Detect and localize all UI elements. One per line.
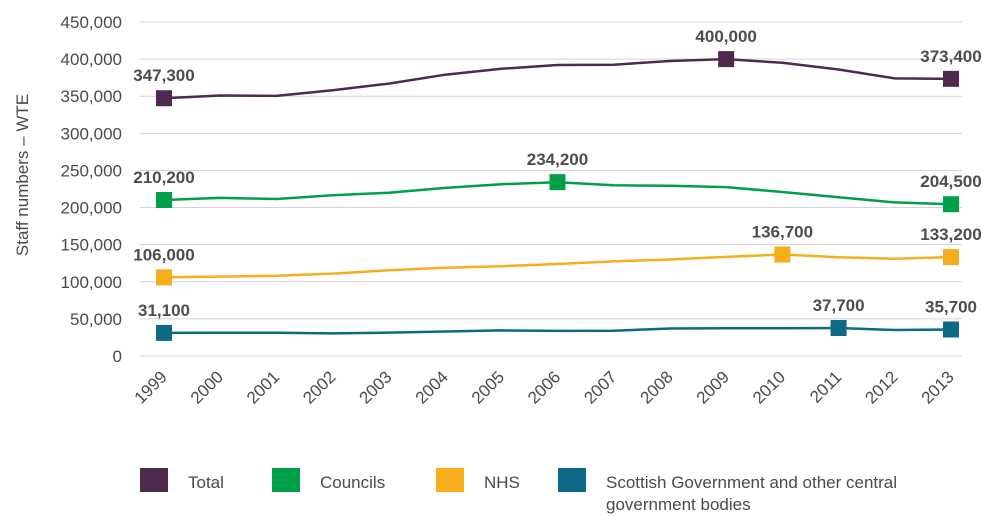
series-lines bbox=[163, 57, 952, 335]
data-label-scottish-government-2011: 37,700 bbox=[813, 296, 865, 315]
x-axis-ticks: 1999 2000 2001 2002 2003 2004 2005 2006 2007 2008… bbox=[131, 367, 958, 407]
y-tick-label-450000: 450,000 bbox=[61, 13, 122, 32]
x-tick-label-2000: 2000 bbox=[187, 367, 227, 407]
y-tick-label-350000: 350,000 bbox=[61, 87, 122, 106]
data-label-councils-2013: 204,500 bbox=[920, 172, 981, 191]
legend-label-nhs: NHS bbox=[484, 473, 520, 492]
x-tick-label-2002: 2002 bbox=[299, 367, 339, 407]
marker-nhs-2010 bbox=[774, 246, 791, 263]
y-tick-label-300000: 300,000 bbox=[61, 124, 122, 143]
x-tick-label-2009: 2009 bbox=[693, 367, 733, 407]
y-tick-label-150000: 150,000 bbox=[61, 236, 122, 255]
data-label-nhs-2013: 133,200 bbox=[920, 225, 981, 244]
x-tick-label-1999: 1999 bbox=[131, 367, 171, 407]
legend-swatch-nhs bbox=[436, 468, 464, 492]
y-tick-label-400000: 400,000 bbox=[61, 50, 122, 69]
legend-swatch-councils bbox=[272, 468, 300, 492]
x-tick-label-2011: 2011 bbox=[806, 367, 845, 406]
x-tick-label-2003: 2003 bbox=[356, 367, 396, 407]
data-label-nhs-1999: 106,000 bbox=[133, 245, 194, 264]
marker-scottish-government-2013 bbox=[943, 321, 959, 338]
x-tick-label-2005: 2005 bbox=[468, 367, 508, 407]
series-markers bbox=[156, 51, 959, 341]
gridlines bbox=[140, 21, 962, 357]
line-chart: 0 50,000 100,000 150,000 200,000 250,000 300,0… bbox=[13, 13, 982, 408]
x-tick-label-2007: 2007 bbox=[580, 367, 620, 407]
marker-total-2013 bbox=[943, 70, 959, 87]
x-tick-label-2006: 2006 bbox=[524, 367, 564, 407]
series-line-scottish-government bbox=[163, 326, 952, 335]
data-label-councils-1999: 210,200 bbox=[133, 168, 194, 187]
x-tick-label-2012: 2012 bbox=[861, 367, 901, 407]
marker-total-1999 bbox=[156, 90, 172, 107]
data-label-total-2009: 400,000 bbox=[695, 27, 756, 46]
marker-councils-2006 bbox=[549, 174, 566, 191]
data-labels: 347,300 400,000 373,400 210,200 234,200 204,5… bbox=[133, 27, 981, 320]
data-label-total-2013: 373,400 bbox=[920, 47, 981, 66]
y-tick-label-100000: 100,000 bbox=[61, 273, 122, 292]
x-tick-label-2010: 2010 bbox=[749, 367, 789, 407]
y-axis-ticks: 0 50,000 100,000 150,000 200,000 250,000 300,0… bbox=[61, 13, 122, 366]
y-tick-label-200000: 200,000 bbox=[61, 199, 122, 218]
marker-total-2009 bbox=[718, 51, 735, 68]
legend-label-councils: Councils bbox=[320, 473, 386, 492]
x-tick-label-2008: 2008 bbox=[637, 367, 677, 407]
y-tick-label-0: 0 bbox=[113, 347, 122, 366]
legend-item-nhs: NHS bbox=[436, 468, 520, 494]
y-axis-label: Staff numbers – WTE bbox=[13, 94, 32, 256]
marker-councils-1999 bbox=[156, 191, 172, 208]
legend-item-councils: Councils bbox=[272, 468, 385, 494]
series-line-total bbox=[163, 57, 952, 100]
y-tick-label-50000: 50,000 bbox=[70, 310, 122, 329]
y-tick-label-250000: 250,000 bbox=[61, 161, 122, 180]
legend-label-scottish-government: Scottish Government and other central go… bbox=[606, 473, 898, 514]
series-line-nhs bbox=[163, 253, 952, 279]
marker-nhs-2013 bbox=[943, 249, 959, 266]
legend-label-total: Total bbox=[188, 473, 224, 492]
data-label-scottish-government-1999: 31,100 bbox=[138, 301, 190, 320]
data-label-scottish-government-2013: 35,700 bbox=[925, 298, 977, 317]
legend-item-total: Total bbox=[140, 468, 224, 494]
data-label-nhs-2010: 136,700 bbox=[752, 223, 813, 242]
legend-swatch-scottish-government bbox=[558, 468, 586, 492]
data-label-total-1999: 347,300 bbox=[133, 66, 194, 85]
x-tick-label-2001: 2001 bbox=[243, 367, 283, 407]
marker-scottish-government-1999 bbox=[156, 324, 172, 341]
legend-swatch-total bbox=[140, 468, 168, 492]
legend-item-scottish-government: Scottish Government and other central go… bbox=[558, 468, 926, 516]
x-tick-label-2004: 2004 bbox=[412, 367, 452, 407]
marker-scottish-government-2011 bbox=[830, 320, 847, 337]
data-label-councils-2006: 234,200 bbox=[527, 150, 588, 169]
x-tick-label-2013: 2013 bbox=[918, 367, 958, 407]
legend: Total Councils NHS Scottish Government a… bbox=[140, 468, 960, 518]
marker-councils-2013 bbox=[943, 196, 959, 213]
marker-nhs-1999 bbox=[156, 269, 172, 286]
